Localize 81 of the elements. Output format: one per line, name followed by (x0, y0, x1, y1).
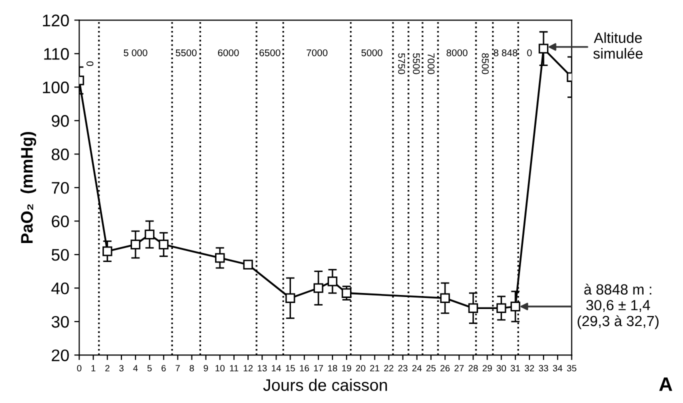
annotation: 5000 (361, 49, 382, 56)
y-axis-title: PaO₂ (mmHg) (20, 132, 36, 243)
annotation: 5 000 (124, 49, 148, 56)
y-tick-label: 110 (44, 48, 69, 60)
point (342, 288, 352, 298)
point (130, 240, 140, 250)
x-tick-label: 9 (204, 365, 208, 372)
y-tick-label: 40 (51, 282, 69, 294)
x-tick-label: 5 (147, 365, 152, 372)
point (158, 240, 169, 250)
x-tick-label: 17 (314, 365, 323, 372)
x-tick-label: 32 (524, 365, 534, 372)
point (496, 303, 506, 314)
x-tick-label: 6 (162, 365, 166, 372)
x-tick-label: 30 (496, 365, 506, 372)
x-tick-label: 22 (384, 365, 394, 372)
annotation: 8000 (446, 49, 468, 56)
annotation: 5500 (176, 49, 197, 56)
y-tick-label: 20 (52, 349, 69, 362)
annotation: 5750 (398, 53, 405, 74)
x-tick-label: 25 (426, 365, 436, 372)
annotation: 7000 (306, 49, 328, 56)
annotation: Altitude simulée (593, 32, 643, 59)
x-tick-label: 1 (91, 365, 96, 372)
x-tick-label: 16 (300, 365, 309, 372)
point (328, 276, 338, 286)
x-tick-label: 24 (412, 365, 422, 372)
point (314, 283, 324, 293)
point (468, 303, 478, 314)
x-tick-label: 29 (482, 365, 492, 372)
y-tick-label: 100 (42, 82, 69, 94)
annotation: 7000 (428, 53, 435, 74)
point (510, 302, 520, 312)
annotation: 8 848 (494, 49, 518, 56)
x-axis-title: Jours de caisson (263, 378, 387, 391)
annotation: 5500 (412, 53, 420, 74)
x-tick-label: 18 (328, 365, 338, 372)
x-tick-label: 10 (216, 365, 225, 372)
x-tick-label: 35 (566, 365, 576, 372)
x-tick-label: 31 (510, 365, 520, 372)
y-tick-label: 60 (52, 215, 69, 228)
point (538, 44, 548, 54)
annotation: 8500 (482, 53, 489, 74)
x-tick-label: 2 (105, 365, 110, 372)
x-tick-label: 12 (244, 365, 253, 372)
x-tick-label: 27 (454, 365, 464, 372)
annotation: à 8848 m : 30,6 ± 1,4 (29,3 à 32,7) (578, 284, 659, 330)
point (440, 293, 450, 303)
y-tick-label: 90 (52, 115, 69, 127)
annotation: 0 (86, 61, 94, 66)
y-tick-label: 70 (52, 182, 69, 194)
x-tick-label: 13 (258, 365, 267, 372)
x-tick-label: 20 (356, 365, 366, 372)
x-tick-label: 26 (440, 365, 450, 372)
x-tick-label: 7 (176, 365, 180, 372)
point (215, 253, 225, 263)
point (102, 246, 112, 256)
x-tick-label: 23 (398, 365, 408, 372)
x-tick-label: 8 (190, 365, 194, 372)
y-tick-label: 30 (52, 316, 69, 328)
x-tick-label: 0 (77, 365, 82, 372)
annotation: 6500 (260, 49, 280, 56)
x-tick-label: 11 (230, 365, 238, 372)
x-tick-label: 14 (272, 365, 281, 372)
y-tick-label: 80 (52, 148, 69, 160)
y-tick-label: 120 (42, 14, 69, 26)
annotation: 0 (527, 49, 532, 56)
x-tick-label: 33 (538, 365, 548, 372)
x-tick-label: 28 (468, 365, 478, 372)
point (285, 293, 296, 303)
x-tick-label: 34 (552, 365, 562, 372)
text: A (659, 378, 672, 391)
y-tick-label: 50 (52, 248, 69, 261)
x-tick-label: 15 (286, 365, 295, 372)
point (243, 260, 253, 270)
x-tick-label: 21 (370, 365, 380, 372)
annotation: 6000 (218, 49, 239, 56)
x-tick-label: 19 (342, 365, 352, 372)
point (144, 230, 154, 240)
x-tick-label: 3 (119, 365, 124, 372)
x-tick-label: 4 (133, 365, 138, 372)
